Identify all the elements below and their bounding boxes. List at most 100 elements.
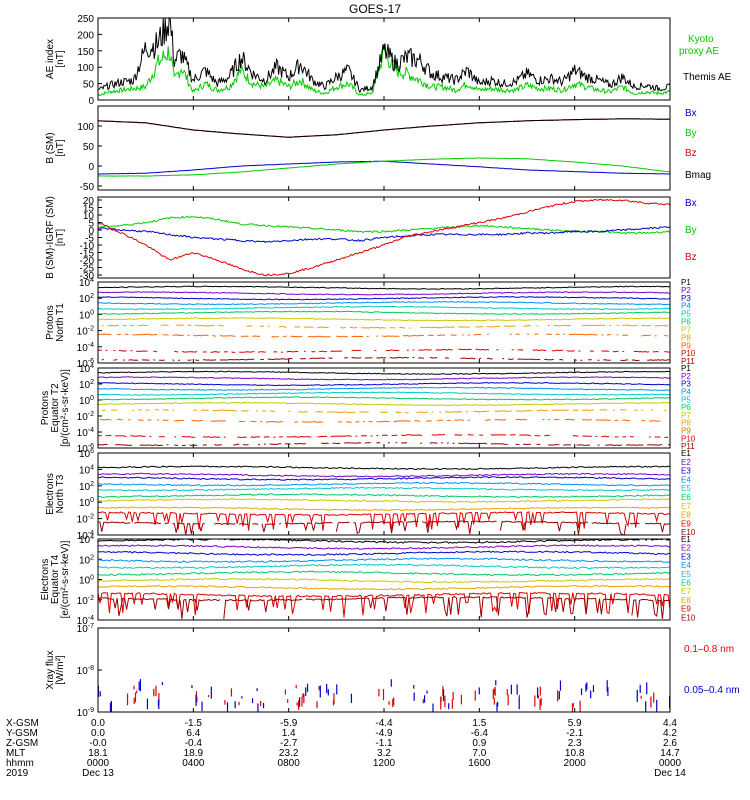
y-tick-label: 0	[88, 162, 94, 173]
x-table-cell: 2000	[564, 758, 587, 769]
y-tick-label: 0	[88, 226, 94, 237]
y-axis-label: [nT]	[55, 139, 66, 156]
y-tick-label: 10-4	[77, 530, 94, 542]
series-line	[100, 419, 670, 422]
legend-entry: Themis AE	[683, 72, 732, 83]
series-line	[97, 520, 671, 536]
y-tick-label: 10-8	[77, 665, 94, 677]
y-tick-label: 10-4	[77, 615, 94, 627]
legend-entry: P11	[681, 357, 695, 366]
x-table-cell: -4.4	[375, 718, 393, 729]
legend-entry: E1	[681, 535, 691, 544]
x-table-cell: 0.0	[91, 718, 105, 729]
y-tick-label: 50	[83, 80, 95, 91]
series-line	[97, 511, 671, 532]
legend-entry: E7	[681, 587, 691, 596]
x-table-cell: 0400	[182, 758, 205, 769]
legend-entry: E8	[681, 511, 691, 520]
y-tick-label: 5	[88, 219, 94, 230]
series-line	[97, 333, 669, 338]
series-line	[97, 118, 670, 138]
legend-entry: E5	[681, 484, 691, 493]
x-table-cell: -6.4	[471, 728, 489, 739]
legend-entry: P4	[681, 302, 691, 311]
series-line	[97, 506, 671, 512]
y-axis-label: North T1	[55, 303, 66, 342]
y-tick-label: 0	[88, 96, 94, 107]
panel-frame	[97, 105, 671, 191]
x-table-cell: 0.9	[472, 738, 486, 749]
x-table-cell: -1.5	[185, 718, 203, 729]
series-line	[97, 557, 671, 563]
series-line	[97, 498, 671, 503]
legend-entry: E10	[681, 613, 696, 622]
x-table-row-label: 2019	[6, 768, 29, 779]
panel-electrons_equator: 104 102 100 10-2 10-4 Electrons Equator T4 [e/(…	[40, 534, 696, 627]
y-tick-label: 104	[79, 464, 94, 476]
legend-entry: E8	[681, 596, 691, 605]
x-table-row-label: hhmm	[6, 758, 34, 769]
y-axis-label: Protons	[40, 391, 51, 425]
series-line	[97, 441, 671, 447]
x-axis-table: X-GSMY-GSMZ-GSMMLThhmm20190.00.0-0.018.1…	[6, 718, 686, 779]
y-axis-label: [nT]	[55, 229, 66, 246]
y-tick-label: 250	[77, 14, 94, 25]
y-axis-label: [p/(cm²-s-sr-keV)]	[60, 369, 71, 447]
y-tick-label: 10-9	[77, 707, 94, 719]
x-table-cell: -2.1	[566, 728, 584, 739]
panel-bsm: 100 50 0 -50 B (SM) [nT] Bx By Bz Bmag	[45, 105, 711, 193]
legend-entry: E9	[681, 605, 691, 614]
series-line	[97, 43, 671, 97]
legend-entry: P6	[681, 318, 691, 327]
y-tick-label: 150	[77, 47, 94, 58]
x-table-row-label: Z-GSM	[6, 738, 38, 749]
series-line	[97, 563, 671, 570]
x-table-cell: -4.9	[375, 728, 393, 739]
x-table-cell: 1200	[373, 758, 396, 769]
x-table-cell: 4.4	[663, 718, 677, 729]
series-line	[101, 324, 669, 329]
series-line	[98, 300, 671, 306]
x-table-cell: Dec 14	[654, 768, 686, 779]
legend-entry: E6	[681, 579, 691, 588]
y-axis-label: North T3	[55, 474, 66, 513]
y-tick-label: 50	[83, 142, 95, 153]
legend-entry: E5	[681, 570, 691, 579]
legend-entry: E7	[681, 502, 691, 511]
y-tick-label: 10-2	[77, 326, 94, 338]
legend-entry: E4	[681, 475, 691, 484]
legend-entry: P5	[681, 310, 691, 319]
x-table-cell: 23.2	[279, 748, 299, 759]
y-axis-label: [e/(cm²-s-sr-keV)]	[60, 540, 71, 618]
y-tick-label: 104	[79, 363, 94, 375]
y-axis-label: B (SM)	[45, 132, 56, 163]
series-line	[98, 493, 671, 499]
legend-entry: Bx	[685, 198, 697, 209]
y-tick-label: -50	[80, 182, 95, 193]
y-axis-label: [nT]	[55, 50, 66, 67]
legend-entry: P7	[681, 325, 691, 334]
series-line	[98, 544, 671, 550]
y-axis-label: Electrons	[45, 473, 56, 515]
x-table-cell: 0000	[659, 758, 682, 769]
y-tick-label: 100	[79, 309, 94, 321]
series-line	[97, 476, 671, 481]
series-line	[97, 376, 671, 381]
y-axis-label: Electrons	[40, 559, 51, 601]
series-line	[97, 198, 671, 277]
series-line	[97, 550, 670, 556]
series-line	[97, 396, 671, 401]
y-tick-label: 10	[83, 211, 95, 222]
panel-protons_equator: 104 102 100 10-2 10-4 10-6 Protons Equator T2 [p…	[40, 363, 696, 455]
series-line	[97, 226, 671, 244]
legend-entry: Bmag	[685, 170, 711, 181]
x-table-cell: 4.2	[663, 728, 677, 739]
series-line	[97, 118, 671, 138]
series-line	[97, 386, 670, 391]
series-line	[98, 16, 671, 94]
legend-entry: Kyoto	[688, 34, 714, 45]
legend-entry: P2	[681, 286, 691, 295]
